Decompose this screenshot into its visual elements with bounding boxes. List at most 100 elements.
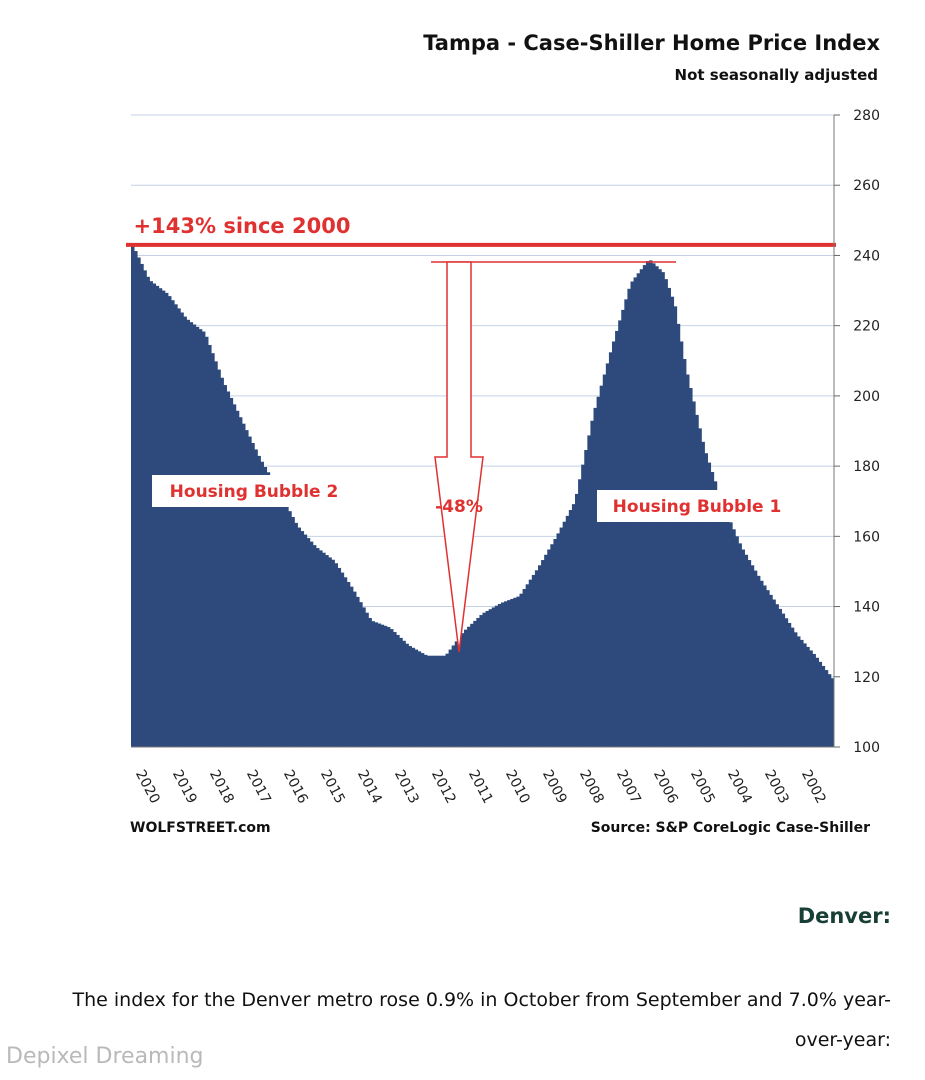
bar	[806, 646, 810, 747]
bar	[331, 559, 335, 747]
chart-subtitle: Not seasonally adjusted	[675, 66, 878, 84]
bar	[183, 316, 187, 747]
x-tick-label: 2003	[761, 767, 792, 806]
bar	[309, 541, 314, 747]
bar	[596, 396, 601, 747]
x-tick-label: 2008	[576, 767, 607, 806]
bar	[488, 609, 493, 747]
bar	[371, 621, 375, 747]
bar	[528, 579, 533, 747]
bar	[538, 565, 542, 747]
bar	[439, 655, 443, 747]
article-paragraph: The index for the Denver metro rose 0.9%…	[72, 989, 891, 1051]
bar	[729, 522, 733, 747]
bar	[507, 600, 511, 747]
bar	[272, 482, 277, 747]
bar	[553, 538, 557, 747]
bar	[285, 505, 289, 747]
x-tick-label: 2013	[391, 767, 422, 806]
x-tick-label: 2018	[206, 767, 237, 806]
bar	[405, 643, 409, 747]
bar	[386, 627, 391, 747]
bar	[411, 647, 416, 747]
bar	[497, 603, 502, 747]
section-heading: Denver:	[797, 904, 891, 928]
bar	[750, 565, 755, 747]
bar	[143, 270, 147, 747]
bar	[676, 323, 681, 747]
bar	[171, 300, 175, 747]
bar	[713, 481, 718, 747]
bar	[365, 612, 369, 747]
bar	[149, 281, 153, 747]
bar	[306, 538, 311, 747]
bar	[464, 629, 468, 747]
bar	[399, 637, 403, 747]
bar	[787, 622, 792, 747]
bar	[516, 596, 520, 747]
bar	[769, 594, 773, 747]
bar	[821, 665, 826, 747]
x-tick-label: 2017	[243, 767, 274, 806]
bar	[565, 515, 570, 747]
y-tick-label: 140	[853, 600, 880, 616]
bar	[454, 641, 459, 747]
bar	[707, 462, 712, 747]
bar	[201, 331, 206, 747]
bar	[232, 404, 237, 747]
bar	[208, 344, 212, 747]
bar	[556, 533, 560, 747]
bar	[485, 610, 490, 747]
bar	[621, 309, 625, 747]
bar	[359, 602, 363, 747]
bar	[377, 623, 382, 747]
bar	[205, 336, 209, 747]
x-tick-label: 2004	[724, 767, 755, 806]
bar	[615, 330, 619, 747]
bar	[140, 263, 144, 747]
x-tick-label: 2011	[465, 767, 496, 806]
watermark: Depixel Dreaming	[6, 1044, 204, 1069]
bar	[793, 632, 798, 747]
bar	[349, 586, 354, 747]
bar	[815, 657, 819, 747]
bar	[217, 369, 221, 747]
bar	[559, 527, 564, 747]
bar	[682, 359, 687, 747]
bar	[238, 417, 243, 747]
bar	[245, 430, 249, 747]
bar	[818, 661, 823, 747]
bar	[316, 548, 320, 747]
y-tick-label: 100	[853, 740, 880, 756]
bar	[445, 653, 449, 747]
bar	[599, 385, 604, 747]
y-tick-label: 240	[853, 248, 880, 264]
bar	[328, 557, 332, 747]
bar	[189, 322, 194, 747]
bar	[223, 385, 227, 747]
bar	[695, 414, 699, 747]
bar	[362, 607, 366, 747]
bar	[504, 601, 508, 747]
bar	[195, 326, 200, 747]
bar	[177, 308, 181, 747]
bar	[473, 620, 477, 747]
bar	[479, 615, 483, 747]
growth-label: +143% since 2000	[134, 214, 351, 238]
bar	[254, 449, 258, 747]
bar	[300, 531, 305, 747]
bar	[763, 585, 767, 747]
bar	[158, 288, 163, 747]
bar	[340, 572, 345, 747]
bar	[334, 563, 338, 747]
bar	[460, 633, 465, 747]
bar	[568, 510, 573, 747]
bar	[442, 655, 446, 747]
x-tick-label: 2016	[280, 767, 311, 806]
bar	[602, 374, 607, 747]
bar	[726, 515, 730, 747]
bar	[738, 543, 742, 747]
bar	[827, 674, 832, 747]
y-tick-label: 180	[853, 459, 880, 475]
bar	[131, 244, 135, 747]
